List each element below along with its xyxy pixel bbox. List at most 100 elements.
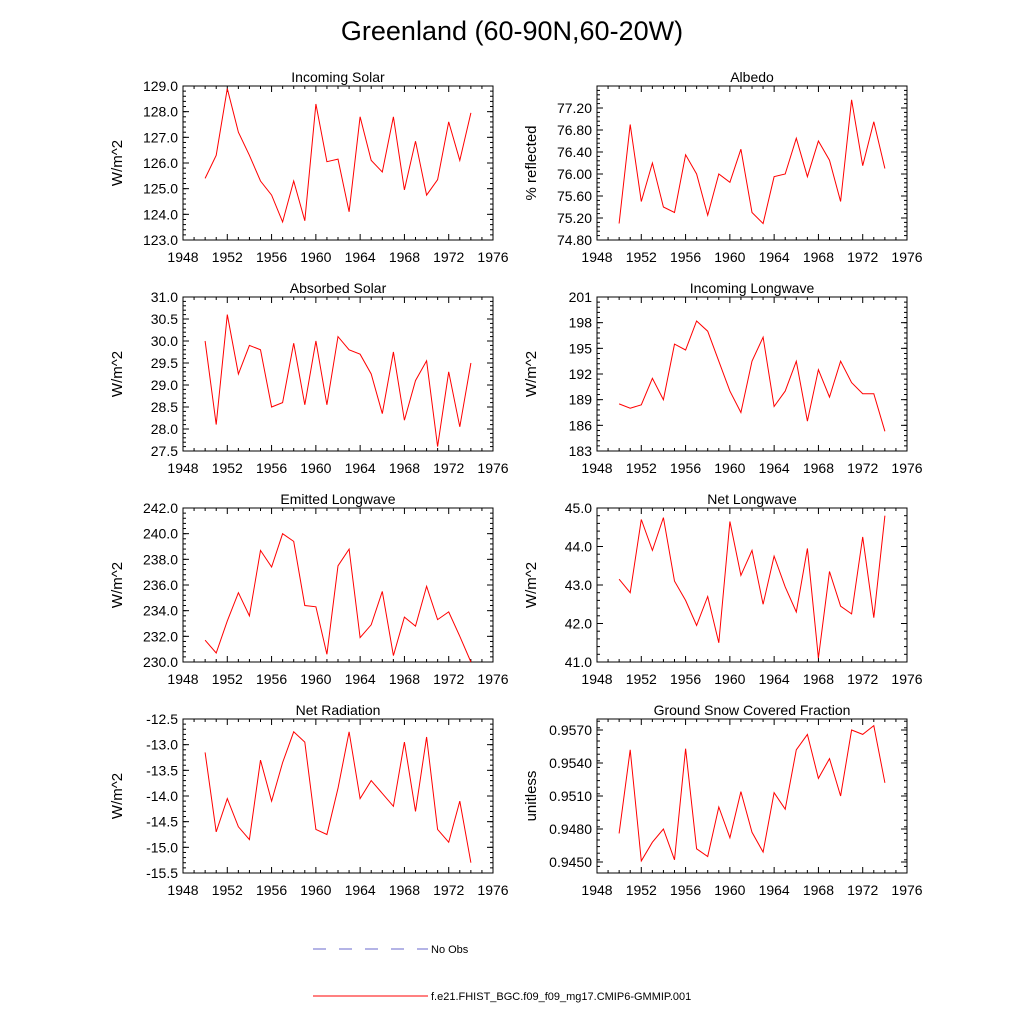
y-tick-label: 240.0 — [143, 526, 178, 542]
x-tick-label: 1952 — [626, 460, 657, 476]
x-tick-label: 1952 — [212, 249, 243, 265]
panel-2: Albedo % reflected 1948 1952 1956 1960 1964 196… — [523, 69, 923, 265]
x-tick-label: 1968 — [389, 249, 420, 265]
panel-title: Emitted Longwave — [280, 491, 395, 507]
x-tick-label: 1976 — [891, 671, 922, 687]
x-tick-label: 1968 — [803, 460, 834, 476]
y-tick-label: 30.0 — [151, 333, 178, 349]
y-tick-label: 236.0 — [143, 577, 178, 593]
plot-frame — [182, 296, 494, 452]
y-axis-label: W/m^2 — [109, 351, 126, 397]
y-tick-label: 183 — [569, 443, 593, 459]
y-tick-label: 234.0 — [143, 603, 178, 619]
y-axis-label: W/m^2 — [109, 562, 126, 608]
x-tick-label: 1960 — [714, 460, 745, 476]
x-tick-label: 1952 — [212, 882, 243, 898]
x-tick-label: 1976 — [891, 460, 922, 476]
x-tick-label: 1972 — [847, 671, 878, 687]
plot-frame — [182, 718, 494, 874]
y-tick-label: 76.40 — [557, 144, 592, 160]
x-tick-label: 1956 — [256, 249, 287, 265]
y-tick-label: 123.0 — [143, 232, 178, 248]
x-tick-label: 1964 — [345, 460, 376, 476]
x-tick-label: 1976 — [891, 249, 922, 265]
panel-title: Incoming Solar — [291, 69, 385, 85]
y-tick-label: -15.5 — [146, 865, 178, 881]
y-tick-label: 238.0 — [143, 551, 178, 567]
x-tick-label: 1952 — [626, 249, 657, 265]
legend-obs-label: No Obs — [431, 944, 469, 956]
x-tick-label: 1968 — [389, 460, 420, 476]
x-tick-label: 1964 — [759, 249, 790, 265]
x-tick-label: 1948 — [581, 671, 612, 687]
y-tick-label: 28.5 — [151, 399, 178, 415]
y-tick-label: -14.5 — [146, 814, 178, 830]
x-tick-label: 1968 — [389, 882, 420, 898]
x-tick-label: 1956 — [256, 671, 287, 687]
x-tick-label: 1960 — [300, 249, 331, 265]
y-tick-label: 28.0 — [151, 421, 178, 437]
x-tick-label: 1968 — [803, 671, 834, 687]
x-tick-label: 1956 — [256, 460, 287, 476]
y-tick-label: 230.0 — [143, 654, 178, 670]
y-tick-label: 45.0 — [565, 500, 592, 516]
x-tick-label: 1952 — [626, 882, 657, 898]
x-tick-label: 1952 — [212, 460, 243, 476]
x-tick-label: 1960 — [300, 882, 331, 898]
y-axis-label: W/m^2 — [109, 773, 126, 819]
plot-frame — [596, 507, 908, 663]
x-tick-label: 1972 — [433, 882, 464, 898]
y-tick-label: 127.0 — [143, 129, 178, 145]
x-tick-label: 1956 — [670, 460, 701, 476]
series-line — [618, 320, 886, 432]
x-tick-label: 1964 — [345, 249, 376, 265]
series-line — [204, 88, 472, 224]
panel-title: Incoming Longwave — [690, 280, 815, 296]
x-tick-label: 1964 — [759, 882, 790, 898]
y-tick-label: 0.9570 — [549, 722, 592, 738]
x-tick-label: 1952 — [212, 671, 243, 687]
x-tick-label: 1948 — [167, 882, 198, 898]
x-tick-label: 1976 — [891, 882, 922, 898]
y-tick-label: 0.9540 — [549, 755, 592, 771]
x-tick-label: 1948 — [581, 249, 612, 265]
panel-title: Albedo — [730, 69, 774, 85]
y-tick-label: 124.0 — [143, 206, 178, 222]
x-tick-label: 1956 — [670, 249, 701, 265]
panels: Incoming Solar W/m^2 1948 1952 1956 1960 1964 1… — [109, 69, 923, 898]
panel-6: Net Longwave W/m^2 1948 1952 1956 1960 1964 196… — [523, 491, 923, 687]
y-tick-label: -13.0 — [146, 737, 178, 753]
y-tick-label: 201 — [569, 289, 593, 305]
x-tick-label: 1960 — [300, 460, 331, 476]
panel-8: Ground Snow Covered Fraction unitless 1948… — [523, 702, 923, 898]
y-tick-label: 125.0 — [143, 181, 178, 197]
y-tick-label: 129.0 — [143, 78, 178, 94]
x-tick-label: 1956 — [670, 671, 701, 687]
y-tick-label: 77.20 — [557, 100, 592, 116]
x-tick-label: 1968 — [803, 249, 834, 265]
x-tick-label: 1960 — [714, 249, 745, 265]
y-tick-label: -14.0 — [146, 788, 178, 804]
x-tick-label: 1956 — [670, 882, 701, 898]
y-tick-label: 195 — [569, 340, 593, 356]
y-tick-label: 44.0 — [565, 539, 592, 555]
x-tick-label: 1976 — [477, 671, 508, 687]
y-tick-label: -15.0 — [146, 839, 178, 855]
legend: No Obs f.e21.FHIST_BGC.f09_f09_mg17.CMIP… — [313, 944, 691, 1003]
y-tick-label: 29.5 — [151, 355, 178, 371]
y-tick-label: 0.9450 — [549, 854, 592, 870]
x-tick-label: 1972 — [847, 882, 878, 898]
y-tick-label: 192 — [569, 366, 593, 382]
x-tick-label: 1964 — [345, 671, 376, 687]
y-axis-label: % reflected — [523, 125, 540, 200]
y-tick-label: 0.9480 — [549, 821, 592, 837]
plot-frame — [596, 85, 908, 241]
x-tick-label: 1972 — [847, 249, 878, 265]
y-tick-label: 128.0 — [143, 104, 178, 120]
x-tick-label: 1976 — [477, 460, 508, 476]
plot-frame — [182, 85, 494, 241]
y-tick-label: 74.80 — [557, 232, 592, 248]
y-tick-label: -12.5 — [146, 711, 178, 727]
y-tick-label: 31.0 — [151, 289, 178, 305]
